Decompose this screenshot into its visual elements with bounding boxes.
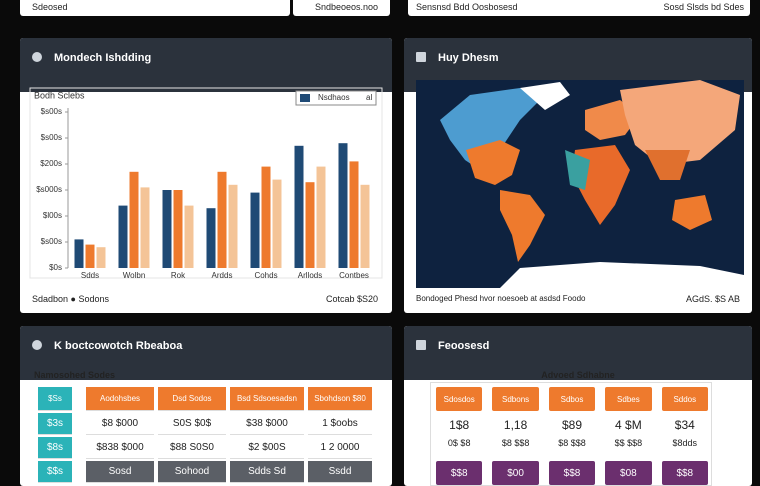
table: $Ss Aodohsbes Dsd Sodos Bsd Sdsoesadsn Sbohd…: [38, 386, 372, 486]
stats-panel: Feoosesd Advoed Sdhabne Sdosdos 1$8 0$ $8 $…: [404, 326, 752, 486]
card-text: Sensnsd Bdd Oosbosesd: [416, 2, 518, 12]
panel-header: Huy Dhesm: [404, 38, 752, 92]
panel-header: Mondech Ishdding: [20, 38, 392, 92]
footer-text: Cotcab $S20: [325, 294, 378, 304]
stat-head: Sddos: [661, 387, 708, 411]
footer-text: Bondoged Phesd hvor noesoeb at asdsd Foo…: [416, 294, 586, 303]
stat-value: $89: [561, 418, 582, 432]
table-cell: $38 $000: [230, 413, 304, 435]
panel-title: Feoosesd: [438, 340, 490, 352]
table-cell: $2 $00S: [230, 437, 304, 459]
stat-head: Sdbes: [605, 387, 652, 411]
stat-value: $34: [674, 418, 695, 432]
card-text: Sosd Slsds bd Sdes: [663, 2, 744, 12]
table-cell: $3s: [38, 413, 72, 435]
top-card: Sndbeoeos.noo: [293, 0, 390, 16]
panel-header: K boctcowotch Rbeaboa: [20, 326, 392, 380]
table-cell: $838 $000: [86, 437, 154, 459]
stat-value: $8dds: [672, 438, 698, 448]
panel-title: K boctcowotch Rbeaboa: [54, 340, 183, 352]
stat-value: 1,18: [503, 418, 528, 432]
stat-value: $$ $$8: [614, 438, 643, 448]
stat-value: $8 $$8: [558, 438, 586, 448]
footer-text: AGdS. $S AB: [685, 294, 740, 304]
table-cell: S0S $0$: [158, 413, 226, 435]
subtitle: Advoed Sdhabne: [541, 370, 615, 380]
table-cell: Dsd Sodos: [158, 387, 226, 411]
panel-title: Mondech Ishdding: [54, 52, 152, 64]
table-cell: $88 S0S0: [158, 437, 226, 459]
map-panel: Huy Dhesm Bondoged Phesd hvor noesoeb at…: [404, 38, 752, 313]
footer-text: Sdadbon ● Sodons: [32, 294, 109, 304]
table-cell: $8s: [38, 437, 72, 459]
table-cell: Aodohsbes: [86, 387, 154, 411]
stat-foot: $00: [492, 461, 539, 485]
table-cell: $Ss: [38, 387, 72, 411]
stat-head: Sdbos: [548, 387, 596, 411]
table-cell: Bsd Sdsoesadsn: [230, 387, 304, 411]
card-text: Sndbeoeos.noo: [315, 2, 379, 12]
panel-title: Huy Dhesm: [438, 52, 499, 64]
panel-header: Feoosesd: [404, 326, 752, 380]
table-cell: 1 $oobs: [308, 413, 372, 435]
stat-foot: $$8: [548, 461, 596, 485]
table-cell: Sbohdson $80: [308, 387, 372, 411]
card-text: Sdeosed: [32, 2, 68, 12]
stat-value: 1$8: [449, 418, 470, 432]
stat-value: $8 $$8: [501, 438, 530, 448]
stat-head: Sdosdos: [436, 387, 483, 411]
stat-value: 4 $M: [615, 418, 642, 432]
stat-foot: $08: [605, 461, 652, 485]
table-panel: K boctcowotch Rbeaboa Namosohed Sodes $S…: [20, 326, 392, 486]
stat-value: 0$ $8: [447, 438, 471, 448]
sales-panel: Mondech Ishdding Sdadbon ● Sodons Cotcab…: [20, 38, 392, 313]
stat-foot: $$8: [436, 461, 483, 485]
table-cell: $8 $000: [86, 413, 154, 435]
table-cell: 1 2 0000: [308, 437, 372, 459]
top-card: Sensnsd Bdd Oosbosesd Sosd Slsds bd Sdes: [408, 0, 750, 16]
top-card: Sdeosed: [20, 0, 290, 16]
stat-head: Sdbons: [492, 387, 539, 411]
stat-foot: $$8: [661, 461, 708, 485]
stats-grid: Sdosdos 1$8 0$ $8 $$8 Sdbons 1,18 $8 $$8 $00 Sdb…: [430, 382, 712, 486]
subtitle: Namosohed Sodes: [34, 370, 116, 380]
